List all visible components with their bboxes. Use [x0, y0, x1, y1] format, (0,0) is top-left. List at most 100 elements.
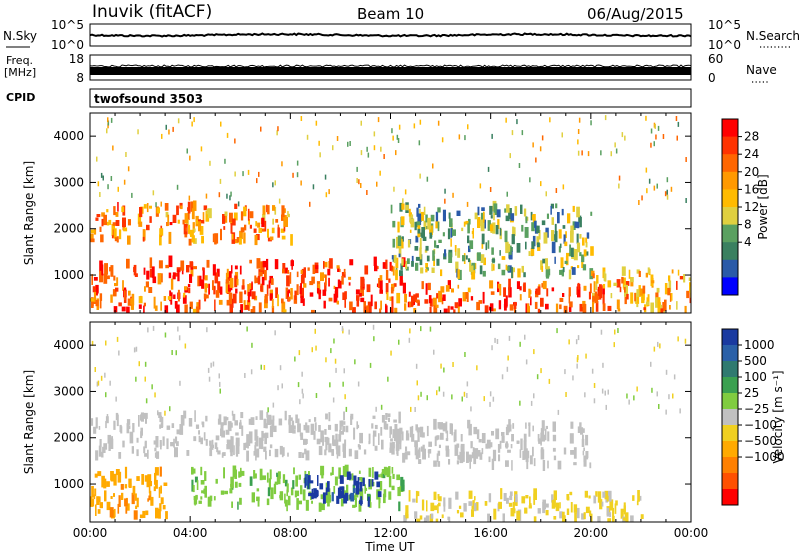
scatter-cell	[286, 275, 290, 287]
scatter-cell	[624, 296, 627, 305]
scatter-cell	[219, 286, 223, 295]
colorbar-tick-label: 4	[744, 235, 752, 249]
scatter-cell	[232, 465, 237, 478]
scatter-cell	[184, 304, 188, 313]
scatter-cell	[164, 332, 167, 338]
scatter-cell	[585, 242, 588, 248]
scatter-cell	[380, 404, 383, 410]
scatter-cell	[359, 293, 362, 297]
scatter-cell	[342, 443, 346, 452]
colorbar-block	[722, 154, 738, 173]
scatter-cell	[103, 443, 108, 450]
scatter-cell	[344, 490, 348, 495]
scatter-cell	[209, 160, 211, 166]
scatter-cell	[127, 235, 131, 245]
scatter-cell	[220, 490, 225, 495]
scatter-cell	[415, 262, 419, 271]
scatter-cell	[276, 472, 278, 477]
scatter-cell	[91, 274, 93, 285]
scatter-cell	[607, 518, 612, 522]
scatter-cell	[90, 497, 93, 502]
scatter-cell	[325, 192, 328, 198]
scatter-cell	[510, 508, 515, 517]
scatter-cell	[404, 189, 407, 195]
scatter-cell	[408, 208, 411, 217]
scatter-cell	[339, 280, 342, 289]
scatter-cell	[396, 439, 399, 447]
scatter-cell	[673, 374, 676, 380]
scatter-cell	[582, 303, 587, 313]
scatter-cell	[468, 454, 471, 459]
scatter-cell	[607, 280, 612, 288]
scatter-cell	[319, 289, 322, 294]
scatter-cell	[198, 299, 201, 310]
scatter-cell	[115, 396, 117, 402]
scatter-cell	[257, 275, 261, 285]
scatter-cell	[650, 128, 653, 134]
scatter-cell	[571, 267, 576, 275]
scatter-cell	[360, 276, 365, 287]
scatter-cell	[91, 297, 94, 308]
scatter-cell	[604, 115, 607, 121]
scatter-cell	[286, 483, 289, 493]
scatter-cell	[482, 270, 486, 277]
scatter-cell	[356, 166, 358, 172]
scatter-cell	[393, 419, 397, 423]
scatter-cell	[228, 271, 232, 282]
scatter-cell	[247, 442, 249, 449]
scatter-cell	[262, 433, 266, 438]
scatter-cell	[307, 475, 311, 484]
scatter-cell	[148, 483, 151, 494]
scatter-cell	[367, 301, 372, 313]
scatter-cell	[241, 425, 244, 436]
scatter-cell	[201, 235, 204, 244]
scatter-cell	[480, 254, 485, 263]
scatter-cell	[159, 228, 164, 236]
scatter-cell	[574, 512, 577, 522]
colorbar-block	[722, 136, 738, 155]
scatter-cell	[624, 135, 626, 141]
scatter-cell	[236, 237, 240, 243]
scatter-cell	[451, 394, 453, 400]
scatter-cell	[263, 365, 266, 370]
scatter-cell	[358, 179, 360, 185]
scatter-cell	[277, 126, 279, 132]
scatter-cell	[553, 455, 557, 461]
scatter-cell	[145, 510, 149, 516]
scatter-cell	[453, 432, 456, 443]
scatter-cell	[619, 286, 622, 293]
scatter-cell	[418, 203, 421, 208]
scatter-cell	[463, 221, 466, 227]
scatter-cell	[386, 467, 390, 478]
scatter-cell	[548, 268, 551, 276]
scatter-cell	[429, 307, 432, 313]
scatter-cell	[184, 286, 188, 291]
scatter-cell	[231, 265, 233, 274]
scatter-cell	[336, 495, 340, 504]
scatter-cell	[90, 499, 94, 507]
scatter-cell	[96, 496, 100, 505]
scatter-cell	[303, 283, 307, 288]
scatter-cell	[585, 237, 588, 243]
scatter-cell	[101, 212, 105, 217]
scatter-cell	[320, 272, 324, 281]
scatter-cell	[248, 431, 253, 444]
scatter-cell	[204, 471, 207, 481]
nave-label: Nave	[746, 63, 777, 77]
scatter-cell	[521, 265, 524, 273]
scatter-cell	[425, 268, 428, 273]
scatter-cell	[454, 245, 457, 252]
scatter-cell	[402, 282, 406, 294]
scatter-cell	[570, 247, 574, 257]
scatter-cell	[177, 326, 179, 332]
scatter-cell	[318, 445, 323, 456]
scatter-cell	[302, 393, 304, 399]
scatter-cell	[103, 273, 108, 284]
scatter-cell	[581, 513, 585, 520]
scatter-cell	[562, 293, 565, 297]
scatter-cell	[249, 259, 252, 264]
scatter-cell	[357, 424, 360, 429]
scatter-cell	[196, 302, 200, 309]
scatter-cell	[100, 172, 103, 178]
scatter-cell	[138, 296, 143, 304]
